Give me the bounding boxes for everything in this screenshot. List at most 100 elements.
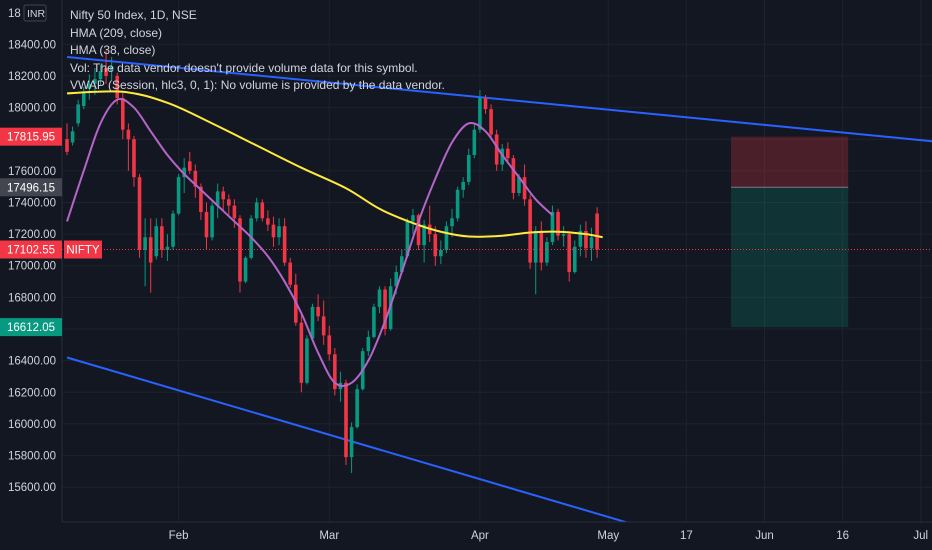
candle-body: [126, 129, 131, 140]
candle-body: [243, 257, 248, 282]
candle-body: [349, 427, 354, 458]
short-position-tool[interactable]: [731, 136, 849, 328]
candle: [193, 164, 198, 198]
candle-body: [154, 226, 159, 257]
candle-body: [254, 202, 259, 219]
candle-body: [394, 272, 399, 287]
time-tick-label: Jul: [913, 530, 928, 542]
candle: [227, 194, 231, 216]
price-tick-label: 15800.00: [8, 451, 56, 463]
candle-body: [450, 218, 454, 227]
price-tick-label: 18400.00: [8, 39, 56, 51]
candle: [65, 123, 69, 156]
candle: [349, 422, 354, 473]
candle-body: [439, 249, 443, 257]
candle: [204, 202, 209, 250]
price-label: 17815.95: [0, 127, 62, 146]
candle-body: [517, 177, 521, 193]
candle: [243, 256, 248, 284]
candle-body: [165, 246, 170, 250]
grid-lines: [62, 0, 932, 522]
price-label-box: [0, 178, 62, 197]
candle: [160, 218, 164, 258]
price-label-text: 16612.05: [7, 322, 55, 334]
candle-body: [210, 205, 214, 238]
candle-body: [204, 211, 209, 238]
candle-body: [87, 83, 92, 89]
time-tick-label: May: [597, 530, 619, 542]
candle: [215, 183, 220, 219]
candle: [187, 151, 192, 174]
candle: [556, 208, 560, 241]
time-tick-label: Feb: [169, 530, 189, 542]
candle-body: [344, 382, 348, 458]
candle-body: [305, 338, 309, 383]
candlestick-series: [65, 50, 599, 473]
candle: [561, 226, 566, 247]
candle: [433, 226, 438, 266]
price-tick-label-top: 18: [8, 8, 21, 20]
candle: [567, 230, 571, 282]
candle: [176, 174, 181, 216]
candle-body: [372, 306, 376, 337]
candle-body: [310, 306, 315, 339]
candle: [483, 94, 488, 114]
candle: [282, 218, 287, 266]
hma-38-line: [66, 98, 554, 388]
candle: [466, 148, 471, 186]
trendline-1: [66, 55, 932, 143]
candle: [578, 224, 583, 257]
candle-body: [76, 104, 80, 124]
candle-body: [327, 335, 332, 355]
candle: [411, 208, 415, 235]
candle: [305, 335, 309, 385]
candle: [310, 303, 315, 341]
candle: [366, 330, 371, 356]
candle: [81, 87, 86, 110]
price-label-box: [0, 318, 62, 337]
price-label: 17102.55: [0, 240, 62, 259]
price-label: NIFTY: [64, 240, 102, 259]
candle-body: [489, 109, 493, 135]
price-tick-label: 17200.00: [8, 229, 56, 241]
time-tick-label: Apr: [471, 530, 489, 542]
candle: [372, 303, 376, 339]
candle-body: [277, 226, 281, 238]
candle-body: [132, 139, 136, 178]
candle-body: [584, 230, 588, 249]
candle-body: [416, 215, 421, 246]
candle-body: [288, 262, 292, 285]
candle-body: [104, 68, 108, 76]
candle-body: [400, 256, 404, 273]
candle-body: [109, 66, 114, 72]
candle: [104, 50, 108, 84]
candle: [494, 129, 499, 171]
candle-body: [478, 98, 482, 130]
candle: [321, 300, 326, 345]
time-tick-label: Jun: [755, 530, 774, 542]
price-axis-background: [0, 0, 62, 522]
price-tick-label: 16800.00: [8, 292, 56, 304]
candle-body: [148, 237, 153, 263]
price-tick-label: 18000.00: [8, 103, 56, 115]
candle-body: [65, 139, 69, 152]
candle-body: [506, 148, 510, 159]
price-tick-label: 16200.00: [8, 387, 56, 399]
time-axis[interactable]: Feb Mar Apr May 17 Jun 16 Jul: [0, 521, 932, 550]
candle-body: [511, 158, 516, 193]
candle-body: [522, 177, 527, 200]
candle: [221, 186, 226, 211]
position-stop-zone: [731, 136, 849, 188]
candle: [171, 210, 175, 250]
candle: [132, 136, 136, 187]
candle-body: [444, 226, 449, 250]
candle-body: [121, 98, 125, 130]
price-label-text: 17102.55: [7, 245, 55, 257]
candle-body: [266, 218, 270, 225]
candle-body: [366, 336, 371, 352]
candle-body: [81, 91, 86, 106]
candle-body: [143, 237, 147, 250]
price-axis[interactable]: 18400.0018200.0018000.0017800.0017600.00…: [0, 0, 63, 522]
candle-body: [355, 389, 359, 428]
